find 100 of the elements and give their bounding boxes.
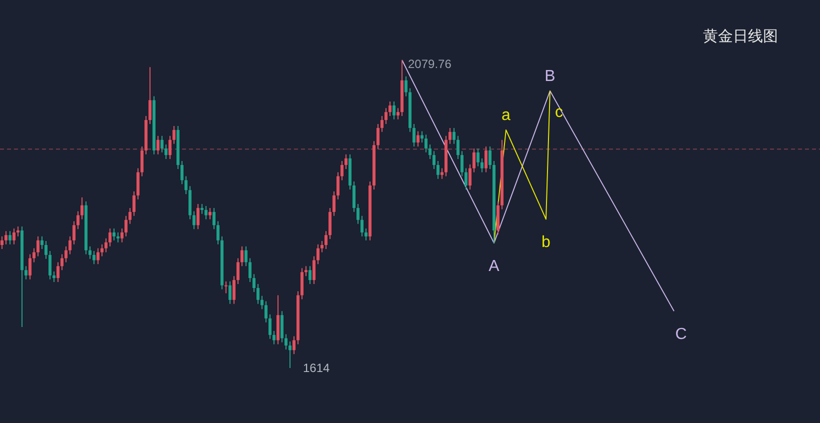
candlestick — [240, 246, 244, 267]
candlestick — [476, 148, 480, 167]
annotation: 1614 — [303, 361, 330, 375]
candlestick — [204, 205, 208, 220]
candlestick — [340, 160, 344, 181]
candlestick — [136, 168, 140, 200]
candlestick — [208, 207, 212, 220]
candlestick — [216, 220, 220, 245]
candlestick — [168, 135, 172, 160]
candlestick — [260, 295, 264, 310]
candlestick — [320, 240, 324, 253]
candlestick — [148, 66, 152, 124]
candlestick — [448, 127, 452, 144]
candlestick — [28, 254, 32, 280]
candlestick — [424, 134, 428, 153]
candlestick — [468, 164, 472, 190]
candlestick — [232, 276, 236, 304]
candlestick — [404, 76, 408, 97]
candlestick — [212, 207, 216, 230]
candlestick — [452, 127, 456, 144]
candlestick — [388, 101, 392, 117]
data-label: 2079.76 — [408, 57, 452, 71]
data-label: B — [544, 68, 556, 85]
data-label: c — [555, 104, 563, 121]
candlestick — [288, 341, 292, 368]
candlestick — [8, 230, 12, 245]
candlestick — [428, 144, 432, 160]
candlestick — [172, 125, 176, 144]
candlestick — [48, 250, 52, 280]
candlestick — [128, 207, 132, 224]
candlestick — [436, 160, 440, 180]
candlestick — [480, 158, 484, 173]
candlestick — [76, 210, 80, 230]
candlestick — [104, 238, 108, 253]
candlestick — [196, 204, 200, 230]
data-label: a — [502, 106, 511, 124]
candlestick — [396, 108, 400, 120]
candlestick — [440, 168, 444, 180]
candlestick — [312, 256, 316, 285]
candlestick — [92, 250, 96, 265]
candlestick — [160, 135, 164, 153]
candlestick — [16, 226, 20, 237]
data-label: C — [675, 326, 687, 344]
candlestick — [316, 244, 320, 265]
candlestick — [0, 236, 4, 250]
candlestick — [464, 168, 468, 190]
candlestick — [360, 215, 364, 237]
candlestick — [488, 146, 492, 170]
candlestick — [252, 274, 256, 292]
candlestick — [164, 144, 168, 160]
candlestick — [336, 172, 340, 200]
candlestick — [52, 270, 56, 283]
candlestick — [308, 266, 312, 285]
candlestick — [364, 228, 368, 241]
candlestick — [96, 248, 100, 265]
candlestick — [32, 248, 36, 263]
candlestick — [324, 230, 328, 250]
candlestick — [132, 190, 136, 216]
candlestick — [140, 146, 144, 177]
candlestick — [156, 135, 160, 155]
candlestick — [236, 258, 240, 285]
candlestick — [24, 266, 28, 280]
candlestick — [56, 262, 60, 283]
candlestick — [472, 148, 476, 173]
candlestick — [60, 254, 64, 271]
candlestick — [432, 150, 436, 170]
candlestick — [300, 268, 304, 300]
candlestick — [192, 210, 196, 230]
candlestick — [420, 130, 424, 143]
candlestick — [328, 207, 332, 240]
candlestick — [412, 123, 416, 147]
candlestick — [184, 176, 188, 195]
candlestick — [460, 150, 464, 177]
candlestick — [272, 330, 276, 345]
candlestick — [36, 236, 40, 257]
candlestick — [248, 258, 252, 283]
data-label: b — [542, 234, 551, 252]
candlestick — [256, 284, 260, 304]
candlestick — [108, 228, 112, 247]
candlestick — [116, 232, 120, 243]
candlestick — [64, 246, 68, 263]
candlestick — [40, 236, 44, 250]
candlestick — [120, 228, 124, 243]
candlestick — [352, 181, 356, 212]
candlestick — [384, 108, 388, 124]
candlestick — [12, 228, 16, 245]
data-label: A — [488, 258, 500, 276]
candlestick — [228, 280, 232, 304]
candlestick — [292, 336, 296, 355]
candlestick — [356, 204, 360, 224]
candlestick — [380, 116, 384, 132]
candlestick — [280, 310, 284, 343]
candlestick — [180, 160, 184, 185]
candlestick — [80, 196, 84, 220]
candlestick — [112, 228, 116, 241]
candlestick — [456, 135, 460, 160]
candlestick — [200, 204, 204, 214]
candlestick — [332, 190, 336, 216]
candlestick — [124, 215, 128, 237]
candlestick — [344, 154, 348, 170]
